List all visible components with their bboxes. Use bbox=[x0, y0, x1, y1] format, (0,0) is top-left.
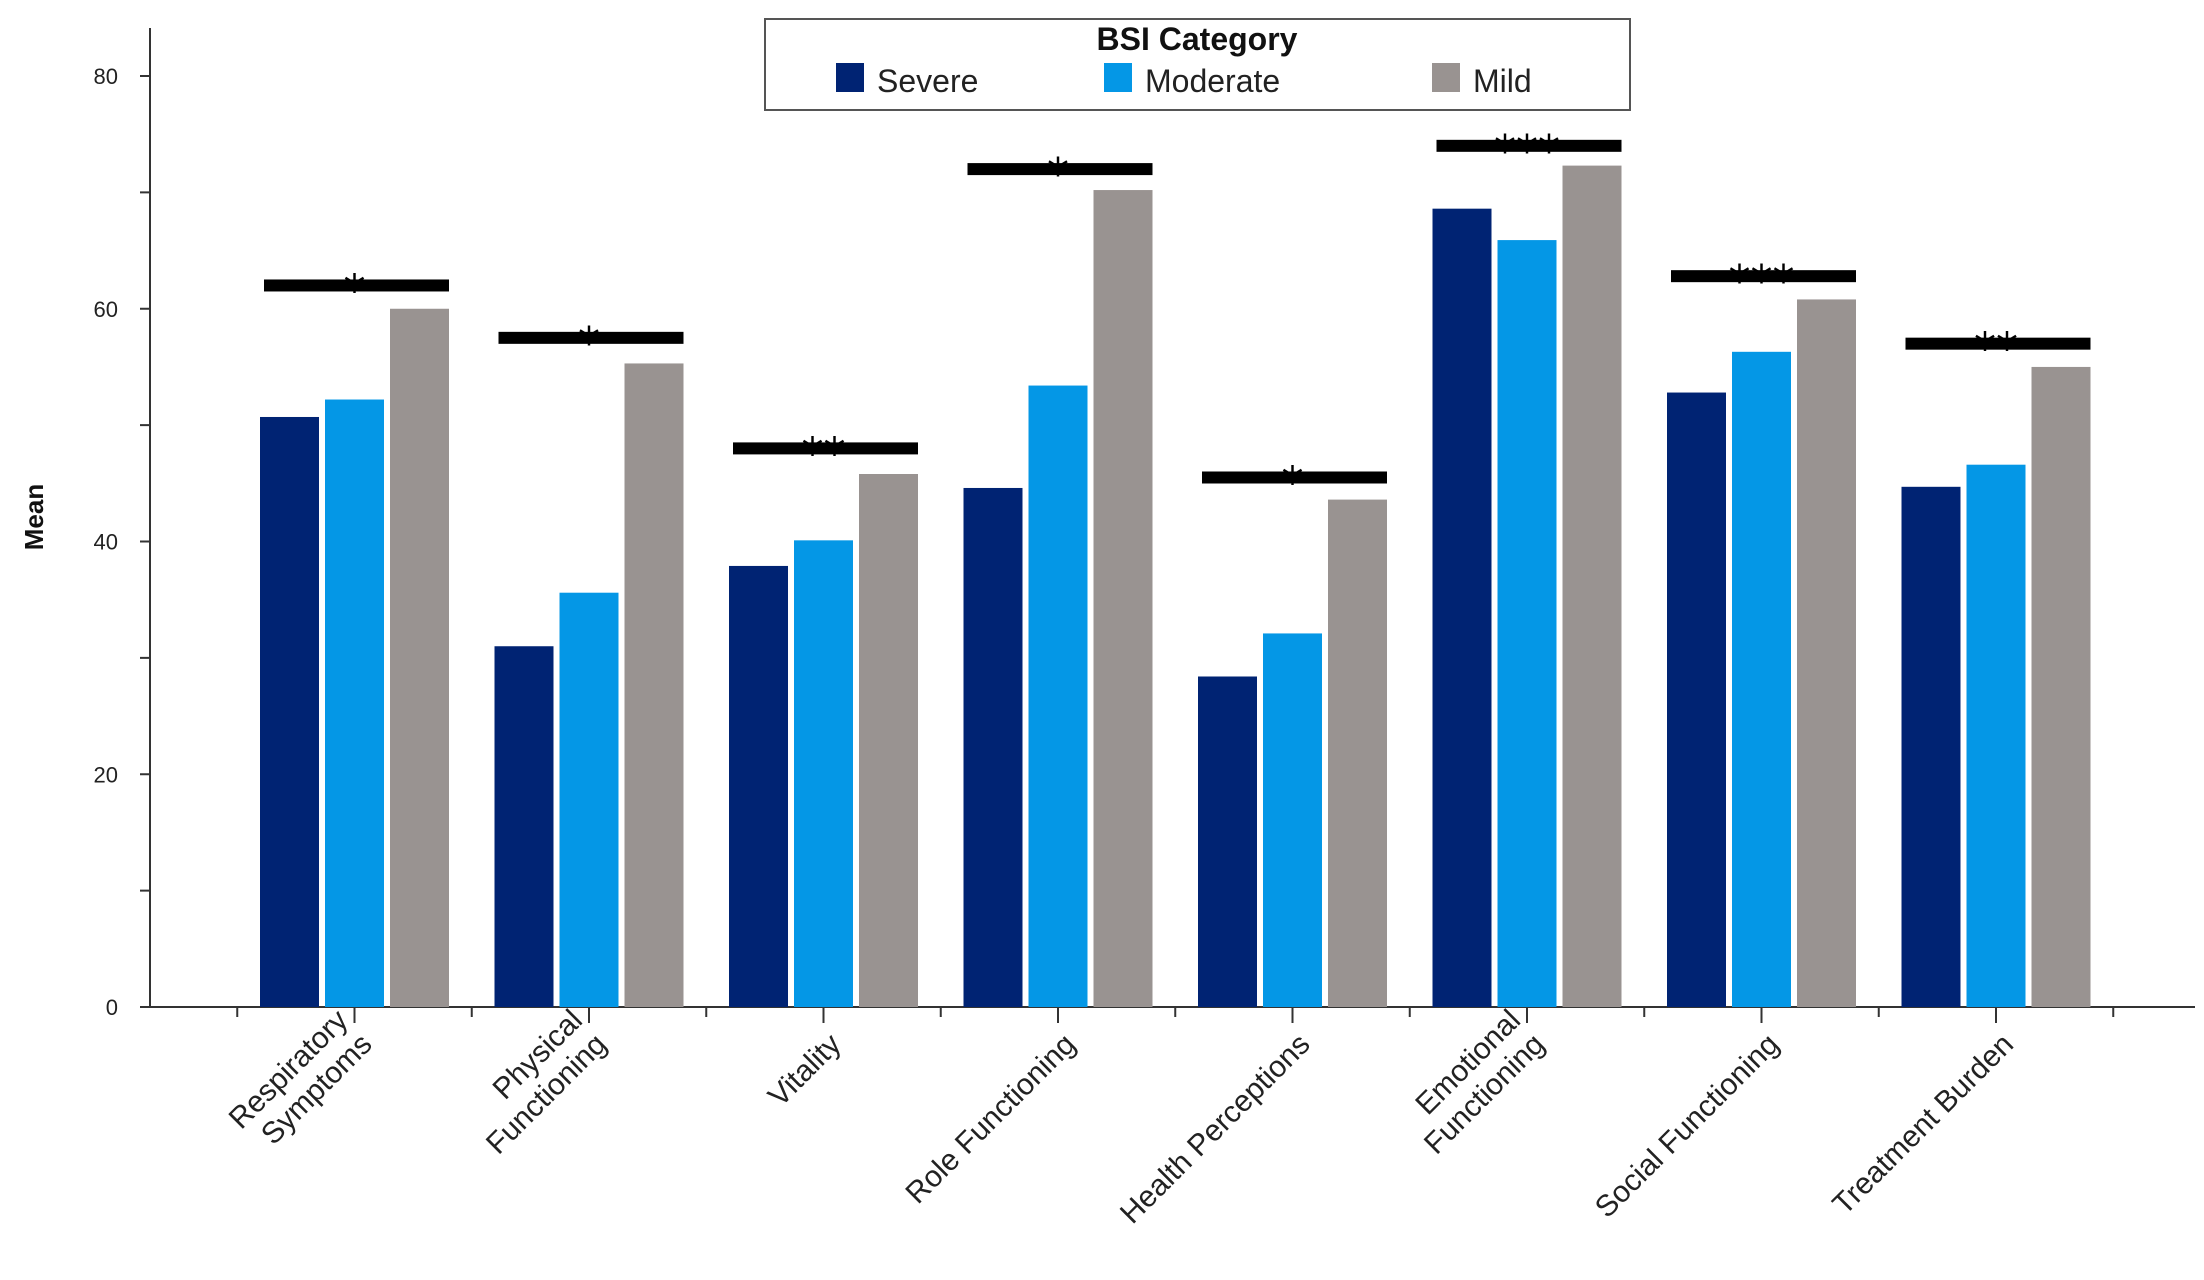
bar-moderate bbox=[1497, 240, 1557, 1007]
bar-moderate bbox=[1028, 385, 1088, 1007]
bar-severe bbox=[1198, 676, 1257, 1007]
x-tick-label: Vitality bbox=[762, 1028, 847, 1113]
significance-stars: * bbox=[578, 318, 600, 369]
significance-bar bbox=[1436, 139, 1622, 152]
x-tick-label: Social Functioning bbox=[1589, 1028, 1786, 1225]
bar-moderate bbox=[1263, 633, 1322, 1007]
y-tick-label: 40 bbox=[94, 530, 118, 555]
bar-moderate bbox=[794, 540, 853, 1007]
legend-label-severe: Severe bbox=[877, 63, 978, 99]
significance-stars: ** bbox=[802, 428, 846, 479]
bar-mild bbox=[1797, 299, 1856, 1007]
y-tick-label: 60 bbox=[94, 297, 118, 322]
x-tick-label-line: Social Functioning bbox=[1589, 1028, 1786, 1225]
bar-mild bbox=[1093, 190, 1153, 1008]
x-tick-label-line: Health Perceptions bbox=[1114, 1028, 1317, 1231]
bar-mild bbox=[2031, 366, 2091, 1007]
x-tick-label-line: Role Functioning bbox=[899, 1028, 1082, 1211]
bar-moderate bbox=[1966, 464, 2026, 1007]
significance-annotations: ************** bbox=[264, 126, 2091, 508]
bar-severe bbox=[1432, 208, 1492, 1008]
y-tick-label: 20 bbox=[94, 762, 118, 787]
significance-stars: *** bbox=[1494, 126, 1560, 177]
legend-swatch-mild bbox=[1432, 63, 1460, 92]
bar-severe bbox=[1901, 486, 1961, 1008]
significance-bar bbox=[967, 163, 1153, 176]
bar-mild bbox=[1562, 165, 1622, 1007]
significance-bar bbox=[733, 442, 918, 455]
bar-severe bbox=[260, 416, 319, 1007]
significance-stars: ** bbox=[1974, 324, 2018, 375]
legend-items: Severe Moderate Mild bbox=[836, 63, 1532, 99]
legend: BSI Category Severe Moderate Mild bbox=[764, 18, 1631, 111]
bar-mild bbox=[1328, 499, 1387, 1007]
y-tick-label: 0 bbox=[106, 995, 118, 1020]
significance-stars: * bbox=[1047, 149, 1069, 200]
bar-severe bbox=[1667, 392, 1726, 1007]
significance-stars: *** bbox=[1729, 256, 1795, 307]
significance-bar bbox=[1202, 471, 1387, 484]
significance-bar bbox=[264, 279, 449, 292]
significance-bar bbox=[498, 331, 684, 344]
legend-box bbox=[764, 18, 1631, 111]
bar-moderate bbox=[325, 399, 384, 1008]
bar-mild bbox=[624, 363, 684, 1007]
significance-stars: * bbox=[344, 265, 366, 316]
significance-bar bbox=[1671, 270, 1856, 283]
significance-stars: * bbox=[1282, 457, 1304, 508]
legend-label-mild: Mild bbox=[1473, 63, 1532, 99]
legend-title: BSI Category bbox=[1097, 21, 1298, 57]
bar-severe bbox=[963, 487, 1023, 1007]
y-axis-label: Mean bbox=[19, 484, 49, 550]
legend-swatch-moderate bbox=[1104, 63, 1132, 92]
x-tick-label-line: Treatment Burden bbox=[1826, 1028, 2020, 1222]
legend-label-moderate: Moderate bbox=[1145, 63, 1280, 99]
bar-mild bbox=[390, 308, 449, 1007]
x-tick-label-line: Vitality bbox=[762, 1028, 847, 1113]
bars bbox=[260, 165, 2091, 1008]
y-tick-label: 80 bbox=[94, 64, 118, 89]
legend-swatch-severe bbox=[836, 63, 864, 92]
x-tick-label: Role Functioning bbox=[899, 1028, 1082, 1211]
bar-severe bbox=[729, 565, 788, 1007]
x-tick-label: Health Perceptions bbox=[1114, 1028, 1317, 1231]
bar-moderate bbox=[559, 592, 619, 1007]
x-tick-label: Treatment Burden bbox=[1826, 1028, 2020, 1222]
bar-mild bbox=[859, 474, 918, 1007]
significance-bar bbox=[1905, 337, 2091, 350]
bar-severe bbox=[494, 646, 554, 1007]
bar-moderate bbox=[1732, 351, 1791, 1008]
